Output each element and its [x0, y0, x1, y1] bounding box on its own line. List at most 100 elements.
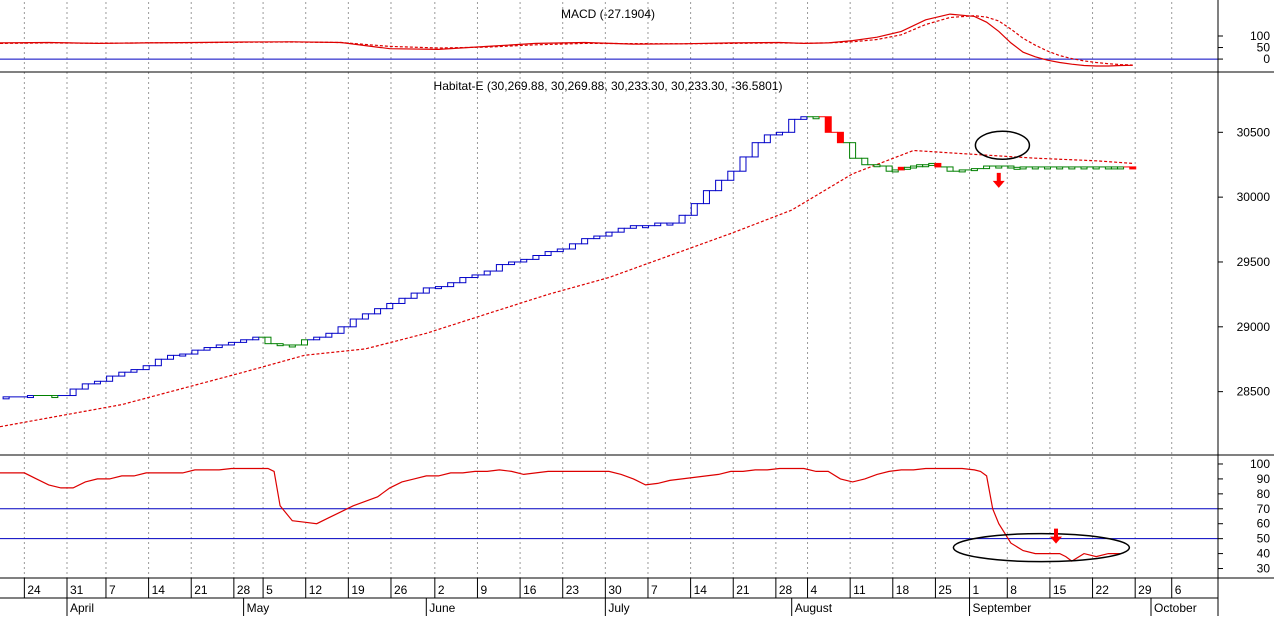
x-day-tick-label: 21: [194, 583, 208, 597]
price-bar: [26, 395, 34, 399]
price-bar: [812, 116, 820, 120]
price-bar: [739, 156, 747, 172]
price-ytick-label: 29500: [1237, 255, 1271, 269]
price-bar: [422, 287, 430, 294]
price-bar: [410, 292, 418, 299]
grid-layer: [23, 2, 1173, 578]
x-day-tick-label: 4: [811, 583, 818, 597]
price-bar: [483, 270, 491, 276]
price-bar: [702, 190, 710, 205]
price-bar: [81, 383, 89, 390]
price-bar: [568, 243, 576, 250]
price-bar: [556, 248, 564, 253]
price-bar: [227, 341, 235, 346]
oscillator-ytick-label: 80: [1257, 487, 1271, 501]
price-bar: [958, 169, 966, 173]
price-bar: [751, 142, 759, 158]
price-ytick-label: 28500: [1237, 385, 1271, 399]
price-bar: [459, 277, 467, 284]
x-day-tick-label: 14: [694, 583, 708, 597]
price-bar: [776, 131, 784, 136]
x-day-tick-label: 7: [651, 583, 658, 597]
price-bar: [861, 157, 869, 166]
oscillator-ytick-label: 70: [1257, 502, 1271, 516]
x-month-tick-label: July: [608, 601, 629, 615]
price-bar: [495, 264, 503, 272]
price-bar: [1056, 166, 1064, 170]
price-bar: [69, 388, 77, 397]
annotation-ellipse: [952, 532, 1131, 563]
price-bar: [386, 302, 394, 310]
x-month-tick-label: October: [1154, 601, 1197, 615]
price-bar: [910, 165, 917, 169]
price-bar: [130, 369, 138, 373]
x-day-tick-label: 6: [1175, 583, 1182, 597]
price-bar: [313, 336, 321, 341]
price-bar: [544, 251, 552, 256]
price-bar: [1007, 165, 1015, 169]
price-bar: [191, 349, 199, 355]
price-bar: [520, 258, 528, 263]
oscillator-ytick-label: 50: [1257, 532, 1271, 546]
x-day-tick-label: 9: [480, 583, 487, 597]
price-bar: [264, 336, 272, 345]
down-arrow-icon: [1050, 528, 1063, 544]
price-bar: [916, 164, 924, 168]
price-ytick-label: 30000: [1237, 190, 1271, 204]
oscillator-ytick-label: 90: [1257, 472, 1271, 486]
price-bar: [447, 282, 455, 288]
price-bar: [922, 164, 930, 168]
price-bar: [93, 380, 101, 385]
price-bar: [800, 116, 808, 120]
price-bar: [1068, 166, 1076, 170]
annotation-ellipse: [974, 130, 1031, 161]
x-day-tick-label: 11: [853, 583, 866, 597]
price-bar: [1043, 166, 1051, 170]
price-bar: [946, 166, 954, 172]
price-bar: [276, 343, 284, 347]
oscillator-line: [0, 467, 1121, 562]
x-day-tick-label: 22: [1096, 583, 1110, 597]
price-bar: [301, 339, 308, 346]
price-bar: [891, 169, 899, 173]
x-day-tick-label: 2: [438, 583, 445, 597]
x-day-tick-label: 5: [266, 583, 273, 597]
x-month-tick-label: August: [795, 601, 833, 615]
price-bar: [928, 162, 936, 166]
x-day-tick-label: 12: [309, 583, 323, 597]
price-bar: [288, 344, 296, 348]
price-bar: [1031, 166, 1039, 170]
x-day-tick-label: 18: [896, 583, 910, 597]
x-day-tick-label: 28: [779, 583, 793, 597]
price-title: Habitat-E (30,269.88, 30,269.88, 30,233.…: [434, 79, 783, 93]
macd-title: MACD (-27.1904): [561, 7, 655, 21]
x-day-tick-label: 15: [1053, 583, 1067, 597]
price-ytick-label: 29000: [1237, 320, 1271, 334]
price-bar: [715, 179, 723, 192]
down-arrow-icon: [992, 172, 1005, 188]
price-bar: [1092, 166, 1100, 170]
x-day-tick-label: 21: [736, 583, 750, 597]
price-bar: [179, 353, 187, 357]
price-bar: [873, 164, 881, 168]
macd-ytick-label: 50: [1257, 41, 1271, 55]
price-bar: [788, 118, 796, 133]
price-bar: [581, 238, 589, 245]
x-month-tick-label: September: [973, 601, 1032, 615]
price-bar: [885, 165, 893, 172]
price-bar: [605, 231, 613, 237]
price-bar: [995, 165, 1003, 169]
price-ytick-label: 30500: [1237, 125, 1271, 139]
oscillator-ytick-label: 60: [1257, 517, 1271, 531]
price-bar: [1129, 166, 1137, 170]
x-day-tick-label: 25: [938, 583, 952, 597]
price-bar: [678, 214, 686, 224]
price-bar: [1019, 166, 1027, 170]
price-bar: [629, 225, 637, 229]
price-bar: [240, 339, 248, 343]
price-bar: [337, 326, 345, 334]
x-day-tick-label: 26: [394, 583, 408, 597]
